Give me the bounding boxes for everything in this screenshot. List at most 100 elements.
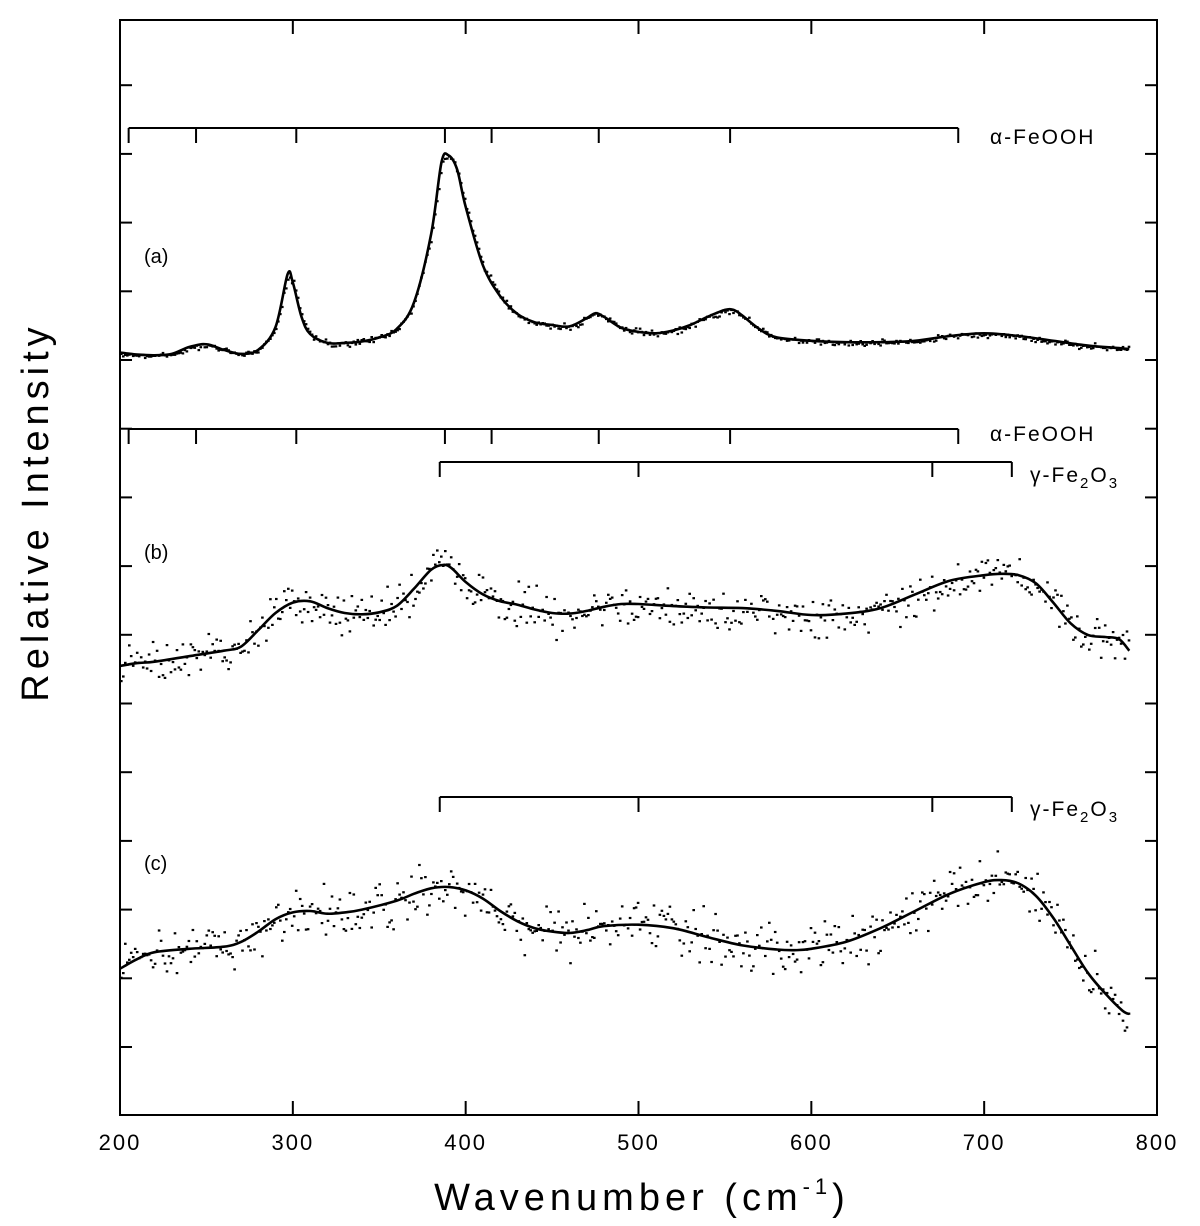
raw-point (306, 327, 310, 330)
raw-point (934, 339, 938, 342)
raw-point (432, 881, 435, 884)
raw-point (221, 660, 224, 663)
raw-point (157, 929, 161, 932)
raw-point (807, 339, 811, 342)
raw-point (994, 333, 998, 336)
raw-point (529, 320, 532, 323)
raw-point (390, 329, 393, 333)
raw-point (799, 971, 803, 974)
raw-point (124, 661, 127, 664)
raw-point (169, 354, 173, 357)
raw-point (913, 614, 916, 618)
raw-point (1026, 336, 1029, 339)
raw-point (722, 933, 725, 936)
raw-point (942, 892, 946, 895)
raw-point (1014, 337, 1017, 340)
raw-point (1074, 959, 1077, 962)
raw-point (777, 949, 781, 953)
raw-point (374, 886, 377, 889)
raw-point (149, 355, 153, 358)
raw-point (1012, 882, 1015, 885)
raw-point (360, 598, 364, 601)
raw-point (1086, 346, 1089, 349)
raw-point (255, 630, 258, 633)
raw-point (473, 234, 477, 237)
raw-point (905, 341, 908, 344)
raw-point (907, 921, 910, 924)
raw-point (948, 870, 952, 874)
raw-point (736, 600, 739, 603)
raw-point (507, 607, 511, 611)
raw-point (702, 905, 705, 908)
raw-point (513, 311, 517, 314)
raw-point (175, 972, 179, 975)
raw-point (442, 564, 445, 567)
raw-point (1113, 346, 1117, 349)
raw-point (658, 617, 662, 620)
raw-point (801, 341, 805, 344)
raw-point (249, 351, 252, 354)
raw-point (243, 649, 246, 652)
raw-point (135, 951, 139, 954)
raw-point (267, 626, 270, 629)
raw-point (581, 323, 584, 326)
raw-point (537, 615, 540, 618)
raw-point (273, 606, 276, 609)
raw-point (1036, 586, 1039, 590)
raw-point (817, 940, 821, 943)
raw-point (841, 341, 845, 344)
raw-point (181, 643, 185, 646)
raw-point (990, 333, 994, 336)
raw-point (155, 649, 159, 652)
raw-point (167, 955, 171, 958)
raw-point (758, 328, 761, 331)
raw-point (984, 333, 988, 336)
raw-point (487, 911, 491, 914)
raw-point (147, 653, 151, 656)
raw-point (930, 337, 934, 340)
raw-point (191, 346, 195, 349)
raw-point (461, 891, 465, 894)
raw-point (223, 656, 226, 659)
raw-point (841, 604, 845, 607)
raw-point (173, 668, 177, 671)
raw-point (175, 352, 179, 355)
raw-point (622, 924, 626, 927)
raw-point (362, 618, 366, 621)
raw-point (954, 334, 958, 337)
raw-point (708, 602, 711, 605)
raw-point (215, 347, 218, 350)
raw-point (857, 606, 860, 609)
raw-point (638, 327, 642, 330)
raw-point (746, 940, 749, 943)
raw-point (366, 340, 370, 343)
raw-point (871, 340, 874, 343)
raw-point (292, 915, 296, 918)
raw-point (966, 585, 970, 588)
raw-point (694, 927, 697, 931)
raw-point (954, 888, 958, 891)
raw-point (565, 612, 568, 615)
raw-point (137, 355, 141, 358)
raw-point (998, 883, 1002, 886)
raw-point (610, 320, 614, 323)
raw-point (646, 918, 650, 921)
raw-point (956, 337, 960, 340)
raw-point (952, 335, 956, 338)
raw-point (169, 962, 173, 965)
raw-point (1020, 584, 1023, 587)
raw-point (660, 909, 664, 912)
raw-point (954, 579, 958, 582)
raw-point (1078, 966, 1081, 970)
raw-point (620, 905, 624, 908)
raw-point (859, 610, 862, 613)
raw-point (913, 341, 916, 344)
raw-point (668, 905, 672, 908)
raw-point (756, 618, 759, 621)
raw-point (932, 879, 936, 882)
raw-point (453, 906, 457, 909)
raw-point (306, 928, 310, 931)
raw-point (608, 943, 612, 946)
raw-point (650, 329, 654, 332)
raw-point (728, 628, 731, 631)
